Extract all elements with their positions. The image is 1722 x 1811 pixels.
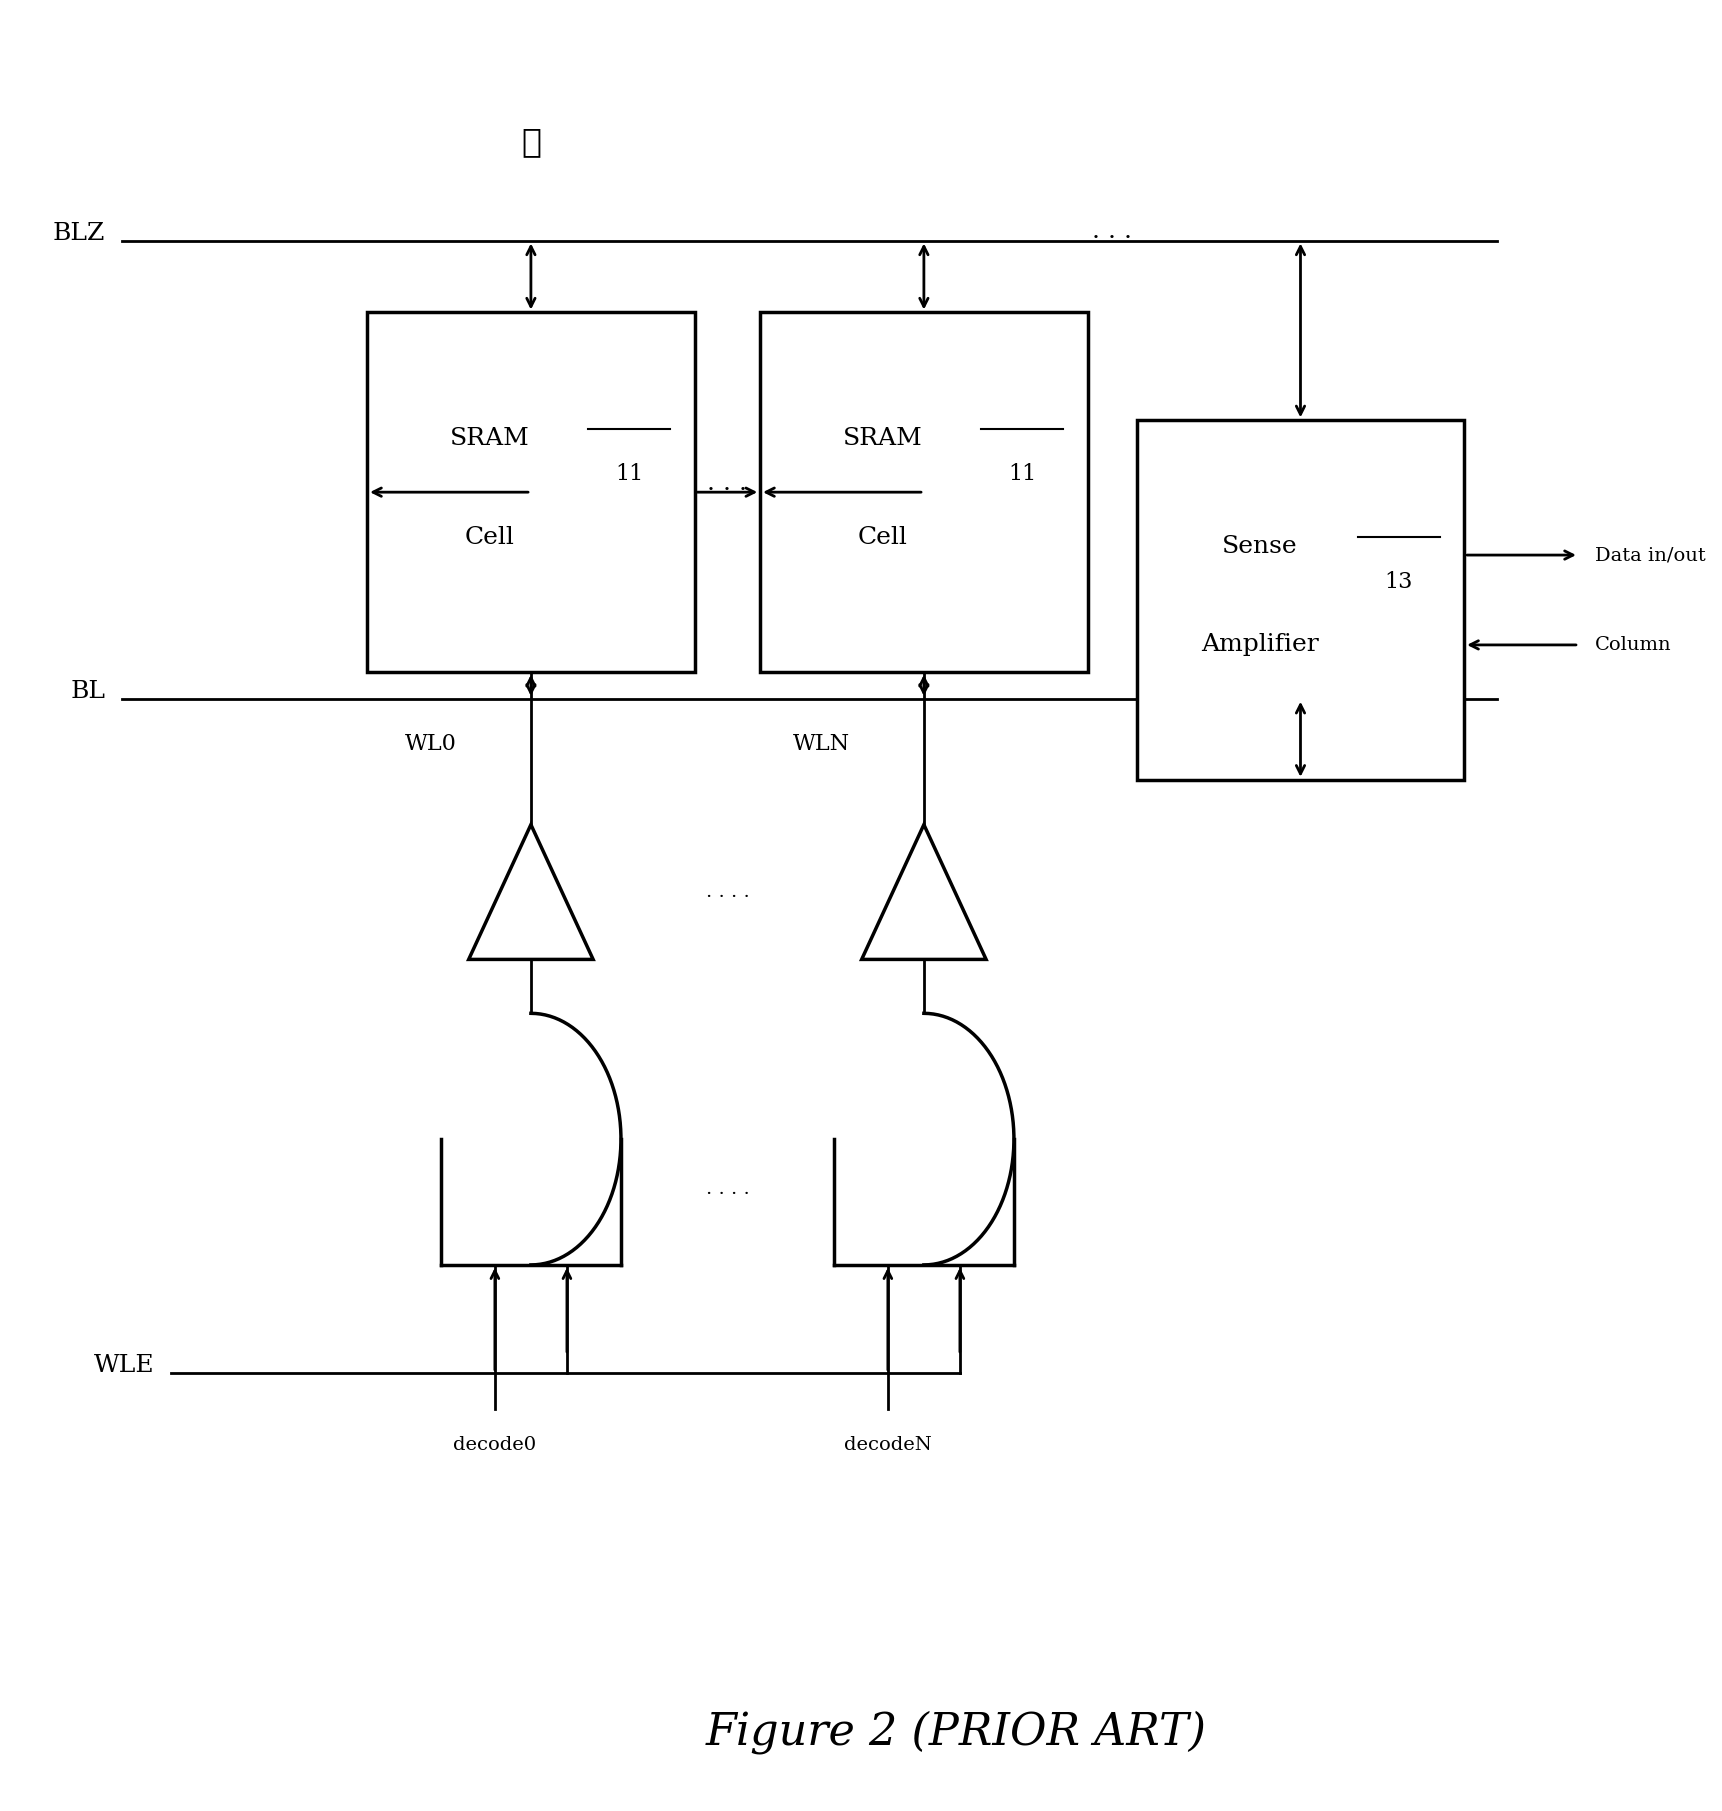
- Text: decode0: decode0: [453, 1436, 537, 1454]
- Bar: [1137, 420, 1464, 781]
- Polygon shape: [833, 1014, 1014, 1264]
- Text: SRAM: SRAM: [449, 427, 530, 449]
- Text: . . .: . . .: [708, 471, 747, 494]
- Text: WLE: WLE: [93, 1355, 155, 1376]
- Text: Data in/out: Data in/out: [1595, 547, 1707, 563]
- Text: ⋮: ⋮: [522, 125, 541, 158]
- Text: 11: 11: [1007, 464, 1037, 485]
- Text: Column: Column: [1595, 636, 1672, 654]
- Polygon shape: [468, 824, 592, 960]
- Text: WLN: WLN: [794, 733, 851, 755]
- Text: 11: 11: [615, 464, 644, 485]
- Text: Figure 2 (PRIOR ART): Figure 2 (PRIOR ART): [706, 1710, 1207, 1755]
- Text: . . . .: . . . .: [706, 1181, 749, 1199]
- Polygon shape: [441, 1139, 622, 1264]
- Text: 13: 13: [1384, 570, 1414, 592]
- Text: Amplifier: Amplifier: [1200, 634, 1319, 656]
- Text: BL: BL: [71, 681, 105, 703]
- Text: . . . .: . . . .: [706, 884, 749, 902]
- Bar: [367, 313, 694, 672]
- Text: BLZ: BLZ: [53, 223, 105, 244]
- Polygon shape: [833, 1139, 1014, 1264]
- Text: . . .: . . .: [1092, 221, 1131, 243]
- Polygon shape: [441, 1014, 622, 1264]
- Text: SRAM: SRAM: [844, 427, 923, 449]
- Bar: [759, 313, 1088, 672]
- Text: Cell: Cell: [858, 525, 907, 549]
- Text: Cell: Cell: [465, 525, 515, 549]
- Polygon shape: [861, 824, 987, 960]
- Text: decodeN: decodeN: [844, 1436, 932, 1454]
- Text: Sense: Sense: [1221, 534, 1297, 558]
- Text: WL0: WL0: [405, 733, 458, 755]
